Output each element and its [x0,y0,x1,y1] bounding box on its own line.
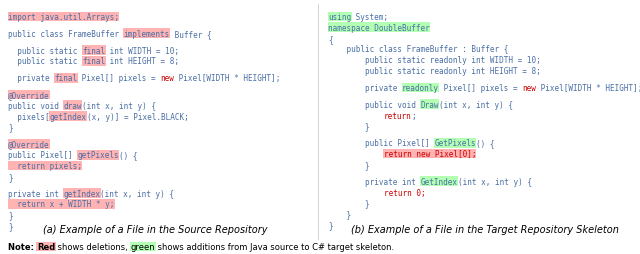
Text: }: } [328,209,351,218]
Text: namespace DoubleBuffer: namespace DoubleBuffer [328,24,429,33]
Text: Pixel[WIDTH * HEIGHT];: Pixel[WIDTH * HEIGHT]; [175,74,281,83]
Text: shows deletions,: shows deletions, [55,242,131,251]
Text: @Override: @Override [8,91,50,100]
Text: }: } [328,122,370,131]
Text: () {: () { [119,151,138,160]
Text: }: } [328,220,333,229]
Text: (int x, int y) {: (int x, int y) { [439,100,513,109]
Text: (a) Example of a File in the Source Repository: (a) Example of a File in the Source Repo… [43,224,268,234]
Text: return x + WIDTH * y;: return x + WIDTH * y; [8,200,115,209]
Text: }: } [8,123,13,132]
Text: System;: System; [351,13,388,22]
Text: () {: () { [476,139,495,148]
Text: (int x, int y) {: (int x, int y) { [458,177,531,186]
Text: public static readonly int HEIGHT = 8;: public static readonly int HEIGHT = 8; [328,67,541,76]
Text: public class FrameBuffer : Buffer {: public class FrameBuffer : Buffer { [328,45,508,54]
Text: public class FrameBuffer: public class FrameBuffer [8,30,124,39]
Text: public static: public static [8,46,82,55]
Text: return: return [383,111,412,120]
Text: implements: implements [124,30,170,39]
Text: {: { [328,35,333,43]
Text: Draw: Draw [420,100,439,109]
Text: getIndex: getIndex [63,189,100,198]
Text: getIndex: getIndex [50,112,86,121]
Text: public static: public static [8,57,82,66]
Text: new: new [161,74,175,83]
Text: Buffer {: Buffer { [170,30,211,39]
Text: return pixels;: return pixels; [8,161,82,170]
Text: }: } [328,160,370,169]
Text: public static readonly int WIDTH = 10;: public static readonly int WIDTH = 10; [328,56,541,65]
Text: final: final [54,74,77,83]
Text: draw: draw [63,101,82,110]
Text: public void: public void [8,101,63,110]
Text: return new Pixel[0];: return new Pixel[0]; [383,149,476,158]
Text: green: green [131,242,155,251]
Text: (b) Example of a File in the Target Repository Skeleton: (b) Example of a File in the Target Repo… [351,224,619,234]
Text: (x, y)] = Pixel.BLACK;: (x, y)] = Pixel.BLACK; [86,112,188,121]
Text: (int x, int y) {: (int x, int y) { [82,101,156,110]
Text: GetPixels: GetPixels [435,139,476,148]
Text: @Override: @Override [8,140,50,149]
Text: }: } [8,210,13,219]
Text: readonly: readonly [402,84,439,93]
Text: Note:: Note: [8,242,37,251]
Text: pixels[: pixels[ [8,112,50,121]
Text: private int: private int [8,189,63,198]
Text: return 0;: return 0; [383,188,425,197]
Text: public void: public void [328,100,420,109]
Text: (int x, int y) {: (int x, int y) { [100,189,175,198]
Text: }: } [8,172,13,181]
Text: Pixel[WIDTH * HEIGHT];: Pixel[WIDTH * HEIGHT]; [536,84,640,93]
Text: import java.util.Arrays;: import java.util.Arrays; [8,13,119,22]
Text: private: private [8,74,54,83]
Text: new: new [522,84,536,93]
Text: private int: private int [328,177,420,186]
Text: public Pixel[]: public Pixel[] [8,151,77,160]
Text: int WIDTH = 10;: int WIDTH = 10; [105,46,179,55]
Text: shows additions from Java source to C# target skeleton.: shows additions from Java source to C# t… [155,242,394,251]
Text: GetIndex: GetIndex [420,177,458,186]
Text: using: using [328,13,351,22]
Text: private: private [328,84,402,93]
Text: Red: Red [37,242,55,251]
Text: int HEIGHT = 8;: int HEIGHT = 8; [105,57,179,66]
Text: }: } [8,221,13,230]
Text: Pixel[] pixels =: Pixel[] pixels = [77,74,161,83]
Text: }: } [328,199,370,208]
Text: getPixels: getPixels [77,151,119,160]
Text: final: final [82,46,105,55]
Text: final: final [82,57,105,66]
Text: public Pixel[]: public Pixel[] [328,139,435,148]
Text: ;: ; [412,111,416,120]
Text: Pixel[] pixels =: Pixel[] pixels = [439,84,522,93]
